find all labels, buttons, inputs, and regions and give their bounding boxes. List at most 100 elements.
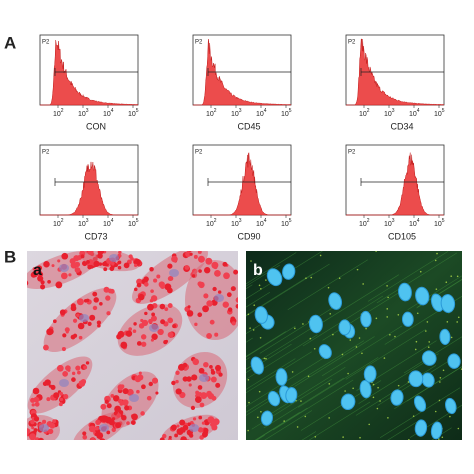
x-tick-label: 105 <box>128 108 139 118</box>
tick-base: 10 <box>78 221 86 228</box>
tick-base: 10 <box>128 221 136 228</box>
lipid-droplet <box>235 303 238 309</box>
speck <box>419 270 422 273</box>
lipid-droplet <box>205 257 213 265</box>
lipid-droplet <box>62 371 69 377</box>
lipid-droplet <box>185 251 191 257</box>
lipid-droplet <box>151 312 156 317</box>
lipid-droplet <box>103 267 108 272</box>
gate-label: P2 <box>195 40 203 46</box>
lipid-droplet <box>150 315 157 322</box>
nucleus <box>360 310 372 328</box>
lipid-droplet <box>90 437 96 440</box>
lipid-droplet <box>77 370 81 375</box>
nucleus <box>439 328 451 345</box>
fiber <box>246 273 314 316</box>
nucleus <box>39 424 49 432</box>
lipid-droplet <box>21 421 26 426</box>
lipid-droplet <box>117 265 122 270</box>
fiber <box>387 420 420 440</box>
speck <box>249 327 251 329</box>
lipid-droplet <box>146 395 152 401</box>
lipid-droplet <box>132 329 137 334</box>
lipid-droplet <box>159 303 166 310</box>
lipid-droplet <box>112 395 120 402</box>
nucleus <box>254 306 268 324</box>
speck <box>368 423 370 426</box>
tick-exponent: 4 <box>417 108 420 114</box>
lipid-droplet <box>55 281 63 289</box>
lipid-droplet <box>38 272 44 277</box>
lipid-droplet <box>140 411 145 416</box>
nucleus <box>318 344 332 360</box>
tick-exponent: 5 <box>136 108 139 114</box>
nucleus <box>250 356 264 375</box>
speck <box>372 383 375 386</box>
lipid-droplet <box>120 341 128 349</box>
nucleus <box>99 424 109 432</box>
speck <box>415 340 418 343</box>
lipid-droplet <box>215 382 221 388</box>
lipid-droplet <box>76 313 80 318</box>
fiber <box>379 387 461 439</box>
lipid-droplet <box>61 252 69 260</box>
speck <box>441 436 444 439</box>
nucleus <box>59 264 69 272</box>
histogram-area <box>193 151 291 216</box>
lipid-droplet <box>27 428 31 435</box>
tick-base: 10 <box>359 111 367 118</box>
fiber <box>308 401 371 440</box>
speck <box>296 426 299 428</box>
speck <box>436 252 438 255</box>
lipid-droplet <box>34 418 39 422</box>
x-tick-label: 103 <box>231 218 242 228</box>
fiber <box>263 377 344 429</box>
lipid-droplet <box>201 421 206 425</box>
lipid-droplet <box>184 265 190 270</box>
lipid-droplet <box>106 430 111 435</box>
tick-base: 10 <box>409 111 417 118</box>
fiber <box>376 252 458 304</box>
tick-exponent: 2 <box>367 218 370 224</box>
nucleus <box>390 389 404 406</box>
lipid-droplet <box>197 251 202 254</box>
tick-base: 10 <box>103 111 111 118</box>
nucleus <box>275 368 288 386</box>
nucleus <box>79 314 89 322</box>
nucleus <box>430 421 443 440</box>
lipid-droplet <box>233 269 238 275</box>
tick-exponent: 3 <box>392 218 395 224</box>
lipid-droplet <box>189 252 193 256</box>
lipid-droplet <box>194 251 196 252</box>
nucleus <box>408 370 424 388</box>
plot-label: CD105 <box>388 231 416 241</box>
lipid-droplet <box>86 259 90 264</box>
lipid-droplet <box>170 424 177 431</box>
lipid-droplet <box>82 434 88 440</box>
speck <box>265 357 267 360</box>
lipid-droplet <box>175 379 179 384</box>
speck <box>414 348 417 351</box>
lipid-droplet <box>52 419 57 424</box>
lipid-droplet <box>76 298 84 306</box>
lipid-droplet <box>71 371 76 376</box>
lipid-droplet <box>110 393 115 398</box>
lipid-droplet <box>42 381 48 387</box>
speck <box>359 436 361 439</box>
x-tick-label: 105 <box>128 218 139 228</box>
fiber <box>246 343 292 373</box>
lipid-droplet <box>150 338 154 342</box>
lipid-droplet <box>30 419 35 425</box>
x-tick-label: 104 <box>103 218 114 228</box>
tick-base: 10 <box>103 221 111 228</box>
lipid-droplet <box>75 365 81 371</box>
lipid-droplet <box>154 378 158 383</box>
tick-exponent: 3 <box>86 108 89 114</box>
x-tick-label: 102 <box>359 108 370 118</box>
lipid-droplet <box>111 261 115 266</box>
lipid-droplet <box>133 322 137 326</box>
speck <box>283 420 285 422</box>
lipid-droplet <box>200 392 208 399</box>
